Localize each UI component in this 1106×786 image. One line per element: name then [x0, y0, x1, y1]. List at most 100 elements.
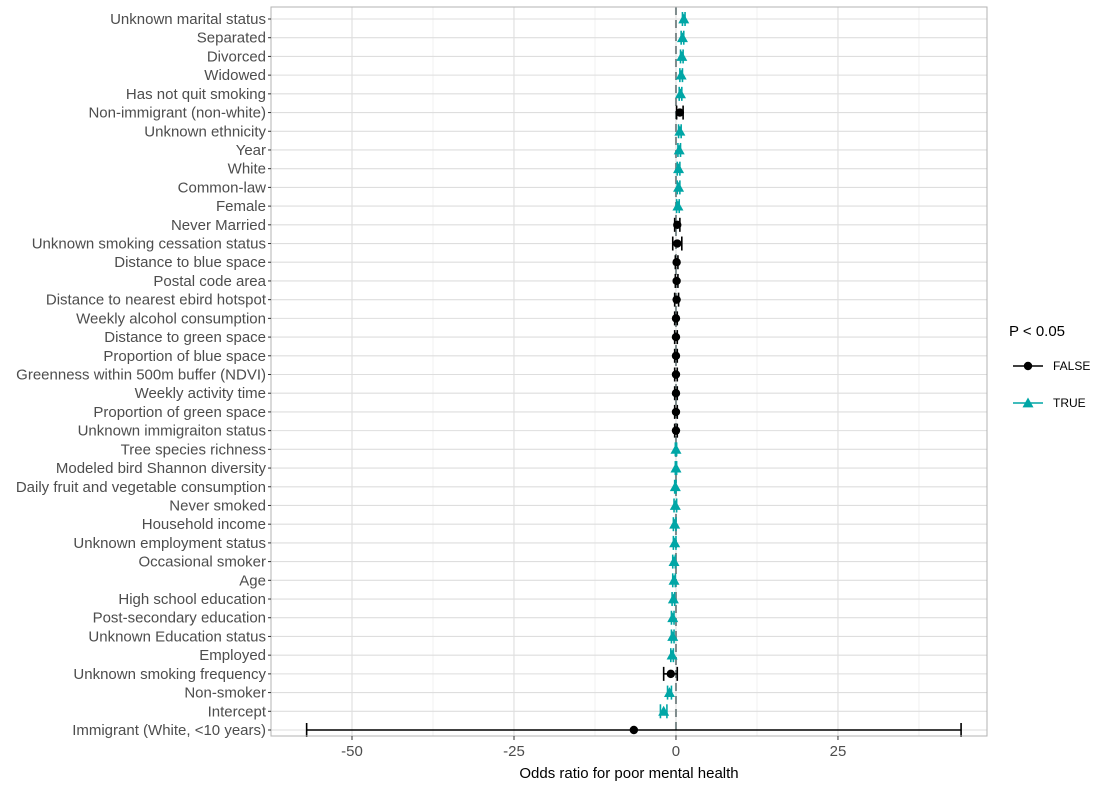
- triangle-marker: [666, 649, 678, 660]
- y-tick-label: Unknown ethnicity: [144, 123, 266, 140]
- y-tick-label: Non-immigrant (non-white): [88, 105, 266, 122]
- y-tick-label: Unknown smoking cessation status: [32, 236, 266, 253]
- y-tick-label: Never smoked: [169, 497, 266, 514]
- data-point: [669, 498, 681, 513]
- triangle-marker: [673, 163, 685, 174]
- y-tick-label: Household income: [142, 516, 266, 533]
- data-point: [672, 199, 684, 214]
- data-point: [671, 348, 681, 363]
- y-tick-label: Proportion of blue space: [103, 348, 266, 365]
- x-tick-label: 0: [672, 743, 680, 760]
- y-tick-label: Proportion of green space: [93, 404, 266, 421]
- data-point: [676, 30, 688, 45]
- data-point: [671, 236, 683, 251]
- y-tick-label: Distance to green space: [104, 329, 266, 346]
- triangle-marker: [663, 687, 675, 697]
- data-point: [671, 404, 681, 419]
- data-point: [662, 666, 679, 681]
- circle-marker: [671, 426, 681, 435]
- y-tick-label: Daily fruit and vegetable consumption: [16, 479, 266, 496]
- x-axis-label: Odds ratio for poor mental health: [519, 765, 738, 782]
- data-point: [673, 217, 682, 232]
- legend-title: P < 0.05: [1009, 323, 1065, 340]
- y-tick-label: White: [228, 161, 266, 178]
- triangle-marker: [669, 518, 681, 529]
- y-tick-label: Never Married: [171, 217, 266, 234]
- y-tick-label: Unknown smoking frequency: [73, 666, 266, 683]
- y-tick-label: Weekly activity time: [135, 385, 266, 402]
- y-tick-label: Unknown Education status: [88, 628, 266, 645]
- triangle-marker: [673, 144, 685, 155]
- circle-marker: [675, 108, 685, 117]
- data-point: [674, 124, 686, 139]
- y-tick-label: Occasional smoker: [138, 554, 266, 571]
- y-tick-label: Separated: [197, 30, 266, 47]
- data-point: [669, 479, 681, 494]
- y-tick-label: Unknown employment status: [73, 535, 266, 552]
- triangle-marker: [667, 630, 679, 641]
- triangle-marker: [678, 13, 690, 24]
- triangle-marker: [669, 537, 681, 548]
- triangle-marker: [675, 69, 687, 80]
- data-point: [675, 68, 687, 83]
- data-point: [673, 142, 685, 157]
- data-point: [667, 629, 679, 644]
- y-tick-label: Postal code area: [153, 273, 266, 290]
- data-point: [669, 535, 681, 550]
- data-point: [671, 386, 681, 401]
- data-point: [672, 292, 681, 307]
- data-point: [658, 704, 670, 719]
- circle-marker: [671, 314, 681, 323]
- data-point: [671, 367, 681, 382]
- circle-marker: [672, 276, 681, 286]
- circle-marker: [673, 239, 682, 248]
- y-tick-label: Greenness within 500m buffer (NDVI): [16, 367, 266, 384]
- legend-entry: FALSE: [1013, 359, 1090, 373]
- y-tick-label: Modeled bird Shannon diversity: [56, 460, 267, 477]
- data-point: [678, 12, 690, 26]
- y-tick-label: Divorced: [207, 48, 266, 65]
- data-point: [671, 423, 681, 438]
- y-tick-label: Year: [236, 142, 266, 159]
- y-tick-label: Common-law: [178, 179, 267, 196]
- data-point: [670, 461, 682, 476]
- legend-label: FALSE: [1053, 359, 1090, 373]
- data-point: [676, 49, 688, 64]
- data-point: [667, 610, 679, 625]
- y-tick-label: Employed: [199, 647, 266, 664]
- x-axis-labels: -50 -25 0 25: [341, 736, 846, 760]
- triangle-marker: [675, 88, 687, 99]
- data-point: [305, 723, 962, 737]
- triangle-marker: [668, 574, 680, 585]
- triangle-marker: [668, 556, 680, 567]
- circle-marker: [666, 669, 675, 679]
- data-point: [671, 311, 681, 326]
- y-tick-label: Intercept: [208, 703, 267, 720]
- circle-marker: [671, 407, 681, 417]
- circle-marker: [672, 295, 681, 304]
- circle-marker: [671, 370, 681, 379]
- triangle-marker: [676, 32, 688, 43]
- legend-key-circle: [1023, 361, 1033, 371]
- triangle-marker: [676, 50, 688, 61]
- legend: P < 0.05 FALSE TRUE: [1009, 323, 1090, 410]
- legend-entry: TRUE: [1013, 396, 1086, 410]
- data-point: [667, 592, 679, 607]
- triangle-marker: [669, 499, 681, 510]
- y-tick-label: Weekly alcohol consumption: [76, 310, 266, 327]
- x-tick-label: -50: [341, 743, 363, 760]
- y-tick-label: Non-smoker: [184, 685, 266, 702]
- y-tick-label: Post-secondary education: [93, 610, 266, 627]
- data-point: [672, 255, 681, 270]
- y-tick-label: Immigrant (White, <10 years): [72, 722, 266, 739]
- circle-marker: [673, 220, 682, 230]
- data-point: [671, 330, 681, 345]
- data-point: [668, 573, 680, 588]
- y-tick-label: Unknown marital status: [110, 11, 266, 28]
- y-tick-label: Unknown immigraiton status: [78, 423, 266, 440]
- circle-marker: [671, 332, 681, 342]
- triangle-marker: [672, 200, 684, 211]
- data-point: [670, 442, 682, 457]
